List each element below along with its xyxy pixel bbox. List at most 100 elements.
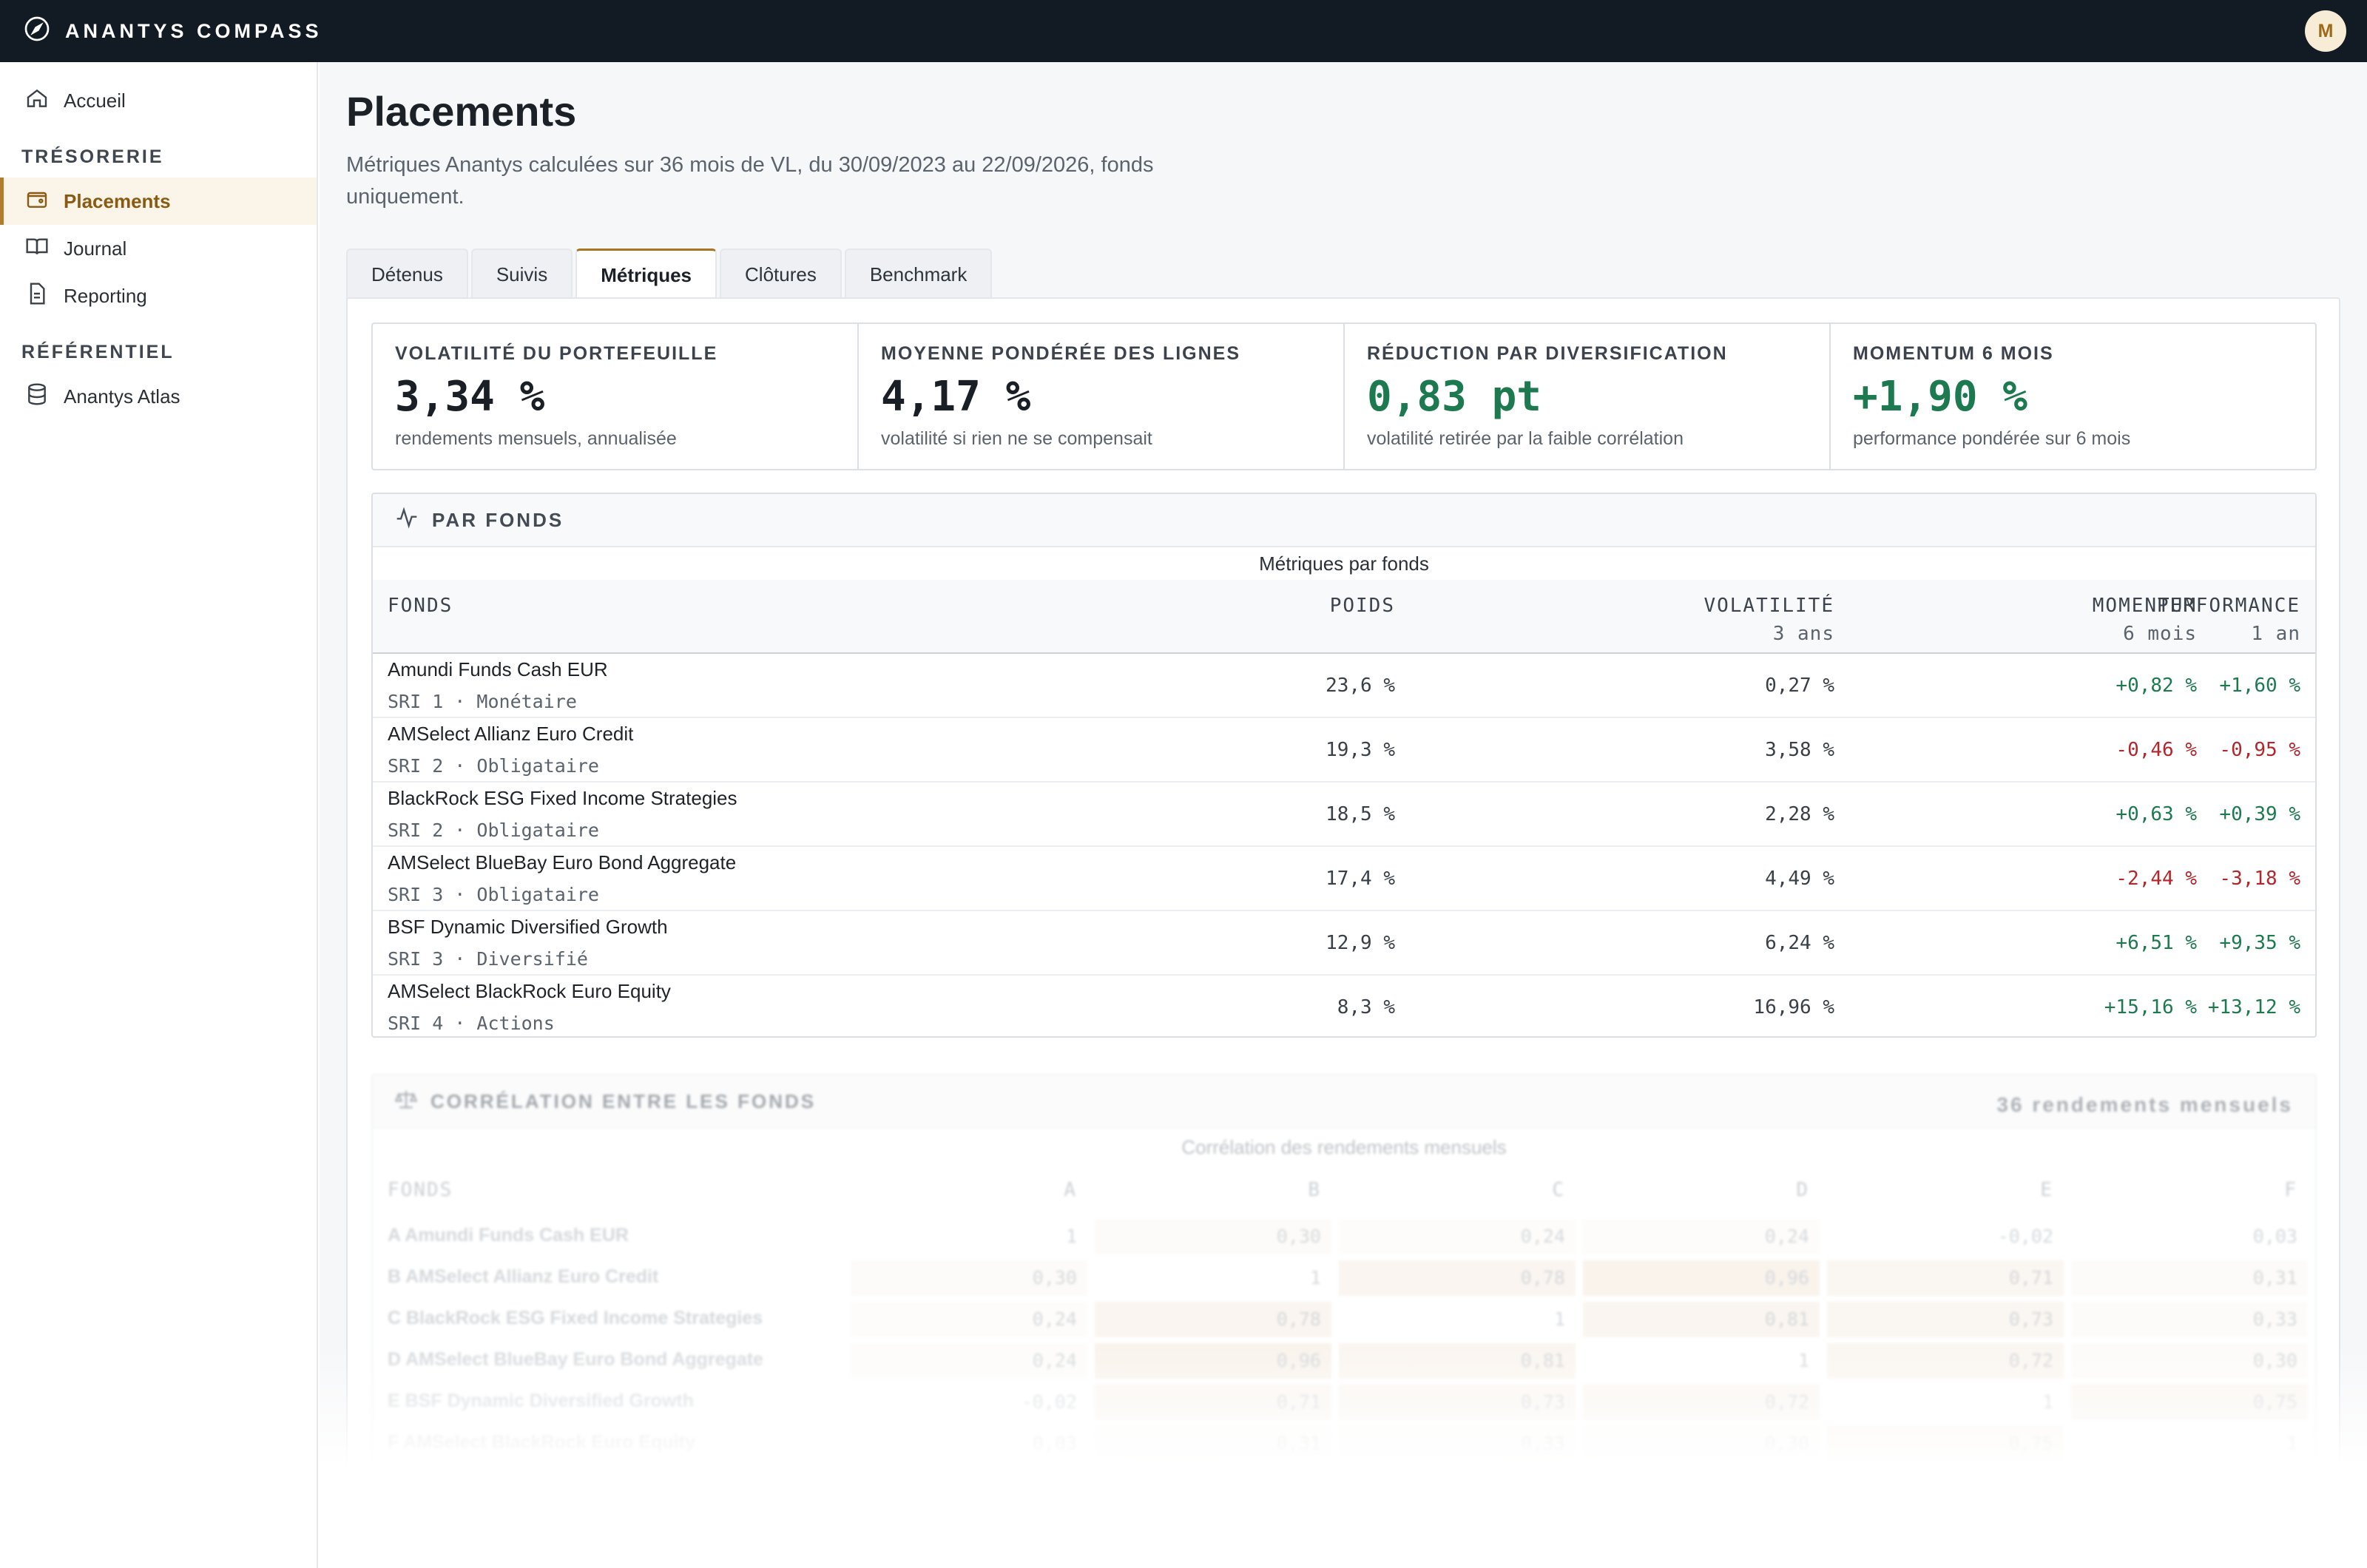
metrics-panel: VOLATILITÉ DU PORTEFEUILLE 3,34 % rendem… <box>346 297 2340 1488</box>
fund-name: AMSelect Allianz Euro Credit <box>388 723 634 745</box>
metric-value: 4,17 % <box>881 373 1031 421</box>
sidebar-item-reporting[interactable]: Reporting <box>0 272 317 320</box>
correlation-cell: 0,24 <box>1339 1219 1576 1254</box>
correlation-row: C BlackRock ESG Fixed Income Strategies 0… <box>373 1299 2315 1340</box>
correlation-column-header: A <box>1064 1179 1077 1201</box>
performance-cell: -0,95 % <box>2219 739 2300 761</box>
fund-name: AMSelect BlueBay Euro Bond Aggregate <box>388 851 737 873</box>
column-title: VOLATILITÉ <box>1704 595 1834 617</box>
column-header-performance[interactable]: PERFORMANCE 1 an <box>2157 592 2300 648</box>
column-header-fund[interactable]: FONDS <box>388 595 453 617</box>
correlation-cell: 1 <box>1065 1226 1077 1247</box>
top-bar: ANANTYS COMPASS M <box>0 0 2367 62</box>
correlation-cell: 1 <box>1309 1267 1321 1288</box>
main-content: Placements Métriques Anantys calculées s… <box>320 62 2367 1488</box>
correlation-row: B AMSelect Allianz Euro Credit 0,30 1 0,78 0… <box>373 1257 2315 1299</box>
tab-benchmark[interactable]: Benchmark <box>844 249 993 299</box>
sidebar-item-label: Placements <box>64 189 171 212</box>
volatility-cell: 3,58 % <box>1765 739 1834 761</box>
metric-label: VOLATILITÉ DU PORTEFEUILLE <box>395 343 718 364</box>
correlation-fund-name: C BlackRock ESG Fixed Income Strategies <box>388 1308 763 1328</box>
volatility-cell: 2,28 % <box>1765 803 1834 825</box>
fund-name: AMSelect BlackRock Euro Equity <box>388 980 671 1002</box>
volatility-cell: 16,96 % <box>1753 996 1834 1018</box>
activity-icon <box>395 506 432 535</box>
performance-cell: +0,39 % <box>2219 803 2300 825</box>
sidebar-item-label: Anantys Atlas <box>64 385 180 408</box>
fund-meta: SRI 1 · Monétaire <box>388 691 577 712</box>
sidebar-item-accueil[interactable]: Accueil <box>0 77 317 124</box>
fund-meta: SRI 2 · Obligataire <box>388 820 599 841</box>
performance-cell: +1,60 % <box>2219 675 2300 697</box>
book-icon <box>25 234 64 263</box>
section-title: PAR FONDS <box>432 508 564 531</box>
momentum-cell: +0,82 % <box>2116 675 2197 697</box>
metric-label: RÉDUCTION PAR DIVERSIFICATION <box>1367 343 1728 364</box>
metric-value: 0,83 pt <box>1367 373 1542 421</box>
correlation-cell: 0,33 <box>2071 1302 2308 1337</box>
table-row[interactable]: Amundi Funds Cash EUR SRI 1 · Monétaire 23… <box>373 654 2315 718</box>
returns-count: 36 rendements mensuels <box>1996 1093 2293 1116</box>
weight-cell: 23,6 % <box>1326 675 1395 697</box>
sidebar-item-label: Journal <box>64 237 127 260</box>
correlation-cell: 0,73 <box>1827 1302 2064 1337</box>
sidebar-item-placements[interactable]: Placements <box>0 178 317 225</box>
metric-card-diversification: RÉDUCTION PAR DIVERSIFICATION 0,83 pt vo… <box>1345 324 1831 469</box>
correlation-column-header: F <box>2284 1179 2297 1201</box>
table-row[interactable]: AMSelect BlackRock Euro Equity SRI 4 · Ac… <box>373 976 2315 1036</box>
column-header-weight[interactable]: POIDS <box>1329 595 1395 617</box>
tab-metriques[interactable]: Métriques <box>575 249 717 300</box>
column-subtitle: 3 ans <box>1772 623 1834 645</box>
correlation-cell: -0,02 <box>1997 1226 2053 1247</box>
volatility-cell: 0,27 % <box>1765 675 1834 697</box>
performance-cell: +13,12 % <box>2207 996 2300 1018</box>
table-row[interactable]: AMSelect Allianz Euro Credit SRI 2 · Obli… <box>373 718 2315 783</box>
section-header: PAR FONDS <box>373 494 2315 547</box>
metric-value: 3,34 % <box>395 373 545 421</box>
metric-note: volatilité retirée par la faible corréla… <box>1367 428 1684 449</box>
sidebar: Accueil TRÉSORERIE Placements Journal Re… <box>0 62 318 1568</box>
column-header-fund: FONDS <box>388 1179 453 1201</box>
sidebar-item-journal[interactable]: Journal <box>0 225 317 272</box>
table-header: FONDS POIDS VOLATILITÉ 3 ans <box>373 580 2315 654</box>
metric-card-momentum: MOMENTUM 6 MOIS +1,90 % performance pond… <box>1831 324 2315 469</box>
database-icon <box>25 382 64 411</box>
metric-value: +1,90 % <box>1853 373 2028 421</box>
metric-card-weighted-average: MOYENNE PONDÉRÉE DES LIGNES 4,17 % volat… <box>859 324 1345 469</box>
table-body: Amundi Funds Cash EUR SRI 1 · Monétaire 23… <box>373 654 2315 1036</box>
weight-cell: 12,9 % <box>1326 932 1395 954</box>
table-row[interactable]: BSF Dynamic Diversified Growth SRI 3 · Di… <box>373 911 2315 976</box>
weight-cell: 18,5 % <box>1326 803 1395 825</box>
tab-clotures[interactable]: Clôtures <box>720 249 842 299</box>
correlation-cell: 0,30 <box>851 1260 1087 1296</box>
tab-suivis[interactable]: Suivis <box>470 249 573 299</box>
metric-card-volatility: VOLATILITÉ DU PORTEFEUILLE 3,34 % rendem… <box>373 324 859 469</box>
correlation-row: A Amundi Funds Cash EUR 1 0,30 0,24 0,24 -0,0… <box>373 1216 2315 1257</box>
brand-logo[interactable]: ANANTYS COMPASS <box>24 16 323 46</box>
document-icon <box>25 282 64 311</box>
metric-label: MOMENTUM 6 MOIS <box>1853 343 2054 364</box>
metric-label: MOYENNE PONDÉRÉE DES LIGNES <box>881 343 1241 364</box>
correlation-cell: 0,03 <box>2252 1226 2297 1247</box>
column-title: PERFORMANCE <box>2156 595 2300 617</box>
column-header-momentum[interactable]: MOMENTUM 6 mois <box>2093 592 2197 648</box>
table-row[interactable]: BlackRock ESG Fixed Income Strategies SRI… <box>373 783 2315 847</box>
correlation-cell: 0,78 <box>1095 1302 1331 1337</box>
table-row[interactable]: AMSelect BlueBay Euro Bond Aggregate SRI … <box>373 847 2315 911</box>
table-caption: Corrélation des rendements mensuels <box>1181 1136 1507 1158</box>
weight-cell: 19,3 % <box>1326 739 1395 761</box>
user-avatar[interactable]: M <box>2305 10 2346 52</box>
sidebar-item-atlas[interactable]: Anantys Atlas <box>0 373 317 420</box>
performance-cell: +9,35 % <box>2219 932 2300 954</box>
bottom-fade <box>320 1346 2367 1568</box>
column-header-volatility[interactable]: VOLATILITÉ 3 ans <box>1704 592 1834 648</box>
fund-name: BlackRock ESG Fixed Income Strategies <box>388 787 737 809</box>
tab-detenus[interactable]: Détenus <box>346 249 468 299</box>
fund-meta: SRI 3 · Diversifié <box>388 948 588 970</box>
performance-cell: -3,18 % <box>2219 868 2300 890</box>
metric-cards: VOLATILITÉ DU PORTEFEUILLE 3,34 % rendem… <box>371 322 2317 470</box>
momentum-cell: -2,44 % <box>2116 868 2197 890</box>
scale-icon <box>394 1088 430 1115</box>
correlation-column-header: B <box>1308 1179 1321 1201</box>
weight-cell: 8,3 % <box>1337 996 1395 1018</box>
